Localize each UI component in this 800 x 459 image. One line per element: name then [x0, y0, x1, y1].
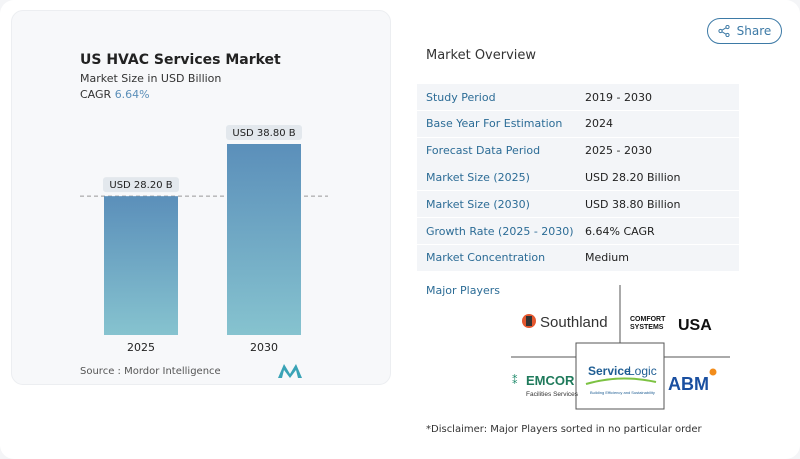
- bar-chart: USD 28.20 B 2025 USD 38.80 B 2030: [80, 125, 328, 354]
- share-icon: [718, 25, 730, 37]
- x-tick-label: 2025: [127, 341, 155, 354]
- row-label: Market Concentration: [426, 251, 546, 265]
- mordor-logo: [278, 364, 302, 378]
- abm-logo: ABM: [668, 368, 717, 394]
- svg-text:ABM: ABM: [668, 374, 709, 394]
- svg-text:Service: Service: [588, 364, 631, 378]
- cagr-value: 6.64%: [114, 88, 150, 101]
- svg-text:Building Efficiency and Sustai: Building Efficiency and Sustainability: [590, 390, 655, 395]
- comfort-systems-usa-logo: COMFORT SYSTEMS USA: [630, 316, 712, 334]
- svg-text:SYSTEMS: SYSTEMS: [630, 324, 664, 331]
- row-label: Forecast Data Period: [426, 144, 541, 158]
- bar-2025: [104, 196, 178, 335]
- emcor-logo: ⁑ EMCOR Facilities Services: [512, 373, 579, 398]
- data-label-bg: [226, 125, 302, 140]
- row-value: Medium: [585, 251, 629, 265]
- overview-row: Market Size (2030) USD 38.80 Billion: [417, 191, 739, 219]
- source: Source : Mordor Intelligence: [80, 366, 221, 377]
- chart-subtitle: Market Size in USD Billion: [80, 72, 222, 85]
- overview-row: Base Year For Estimation 2024: [417, 110, 739, 138]
- row-label: Base Year For Estimation: [426, 117, 563, 131]
- share-button[interactable]: Share: [707, 18, 782, 44]
- svg-text:⁑: ⁑: [512, 374, 518, 387]
- chart-title: US HVAC Services Market: [80, 52, 281, 68]
- row-value: 2025 - 2030: [585, 144, 652, 158]
- data-label-bg: [103, 177, 179, 193]
- row-label: Growth Rate (2025 - 2030): [426, 224, 574, 238]
- major-players-title: Major Players: [426, 284, 500, 297]
- row-value: 6.64% CAGR: [585, 224, 655, 238]
- service-logic-logo: Service Logic Building Efficiency and Su…: [585, 364, 657, 395]
- row-value: 2019 - 2030: [585, 90, 652, 104]
- chart-card: [11, 10, 391, 385]
- overview-row: Market Concentration Medium: [417, 244, 739, 272]
- row-label: Study Period: [426, 90, 496, 104]
- row-label: Market Size (2030): [426, 197, 530, 211]
- share-label: Share: [736, 24, 772, 38]
- cagr: CAGR 6.64%: [80, 88, 150, 101]
- overview-row: Forecast Data Period 2025 - 2030: [417, 137, 739, 165]
- overview-row: Market Size (2025) USD 28.20 Billion: [417, 164, 739, 192]
- row-value: USD 38.80 Billion: [585, 197, 681, 211]
- row-label: Market Size (2025): [426, 170, 530, 184]
- svg-text:Facilities Services: Facilities Services: [526, 391, 579, 398]
- svg-text:COMFORT: COMFORT: [630, 316, 666, 323]
- cagr-label: CAGR: [80, 88, 112, 101]
- data-label: USD 28.20 B: [109, 180, 172, 191]
- row-value: USD 28.20 Billion: [585, 170, 681, 184]
- svg-text:EMCOR: EMCOR: [526, 373, 575, 388]
- row-value: 2024: [585, 117, 613, 131]
- bar-2030: [227, 144, 301, 335]
- svg-text:Logic: Logic: [628, 364, 657, 378]
- overview-row: Study Period 2019 - 2030: [417, 84, 739, 111]
- data-label: USD 38.80 B: [232, 128, 295, 139]
- svg-text:USA: USA: [678, 317, 712, 334]
- overview-row: Growth Rate (2025 - 2030) 6.64% CAGR: [417, 218, 739, 245]
- svg-text:Southland: Southland: [540, 314, 608, 331]
- overview-title: Market Overview: [426, 48, 537, 63]
- x-tick-label: 2030: [250, 341, 278, 354]
- disclaimer: *Disclaimer: Major Players sorted in no …: [426, 424, 702, 435]
- southland-logo: Southland: [522, 314, 608, 331]
